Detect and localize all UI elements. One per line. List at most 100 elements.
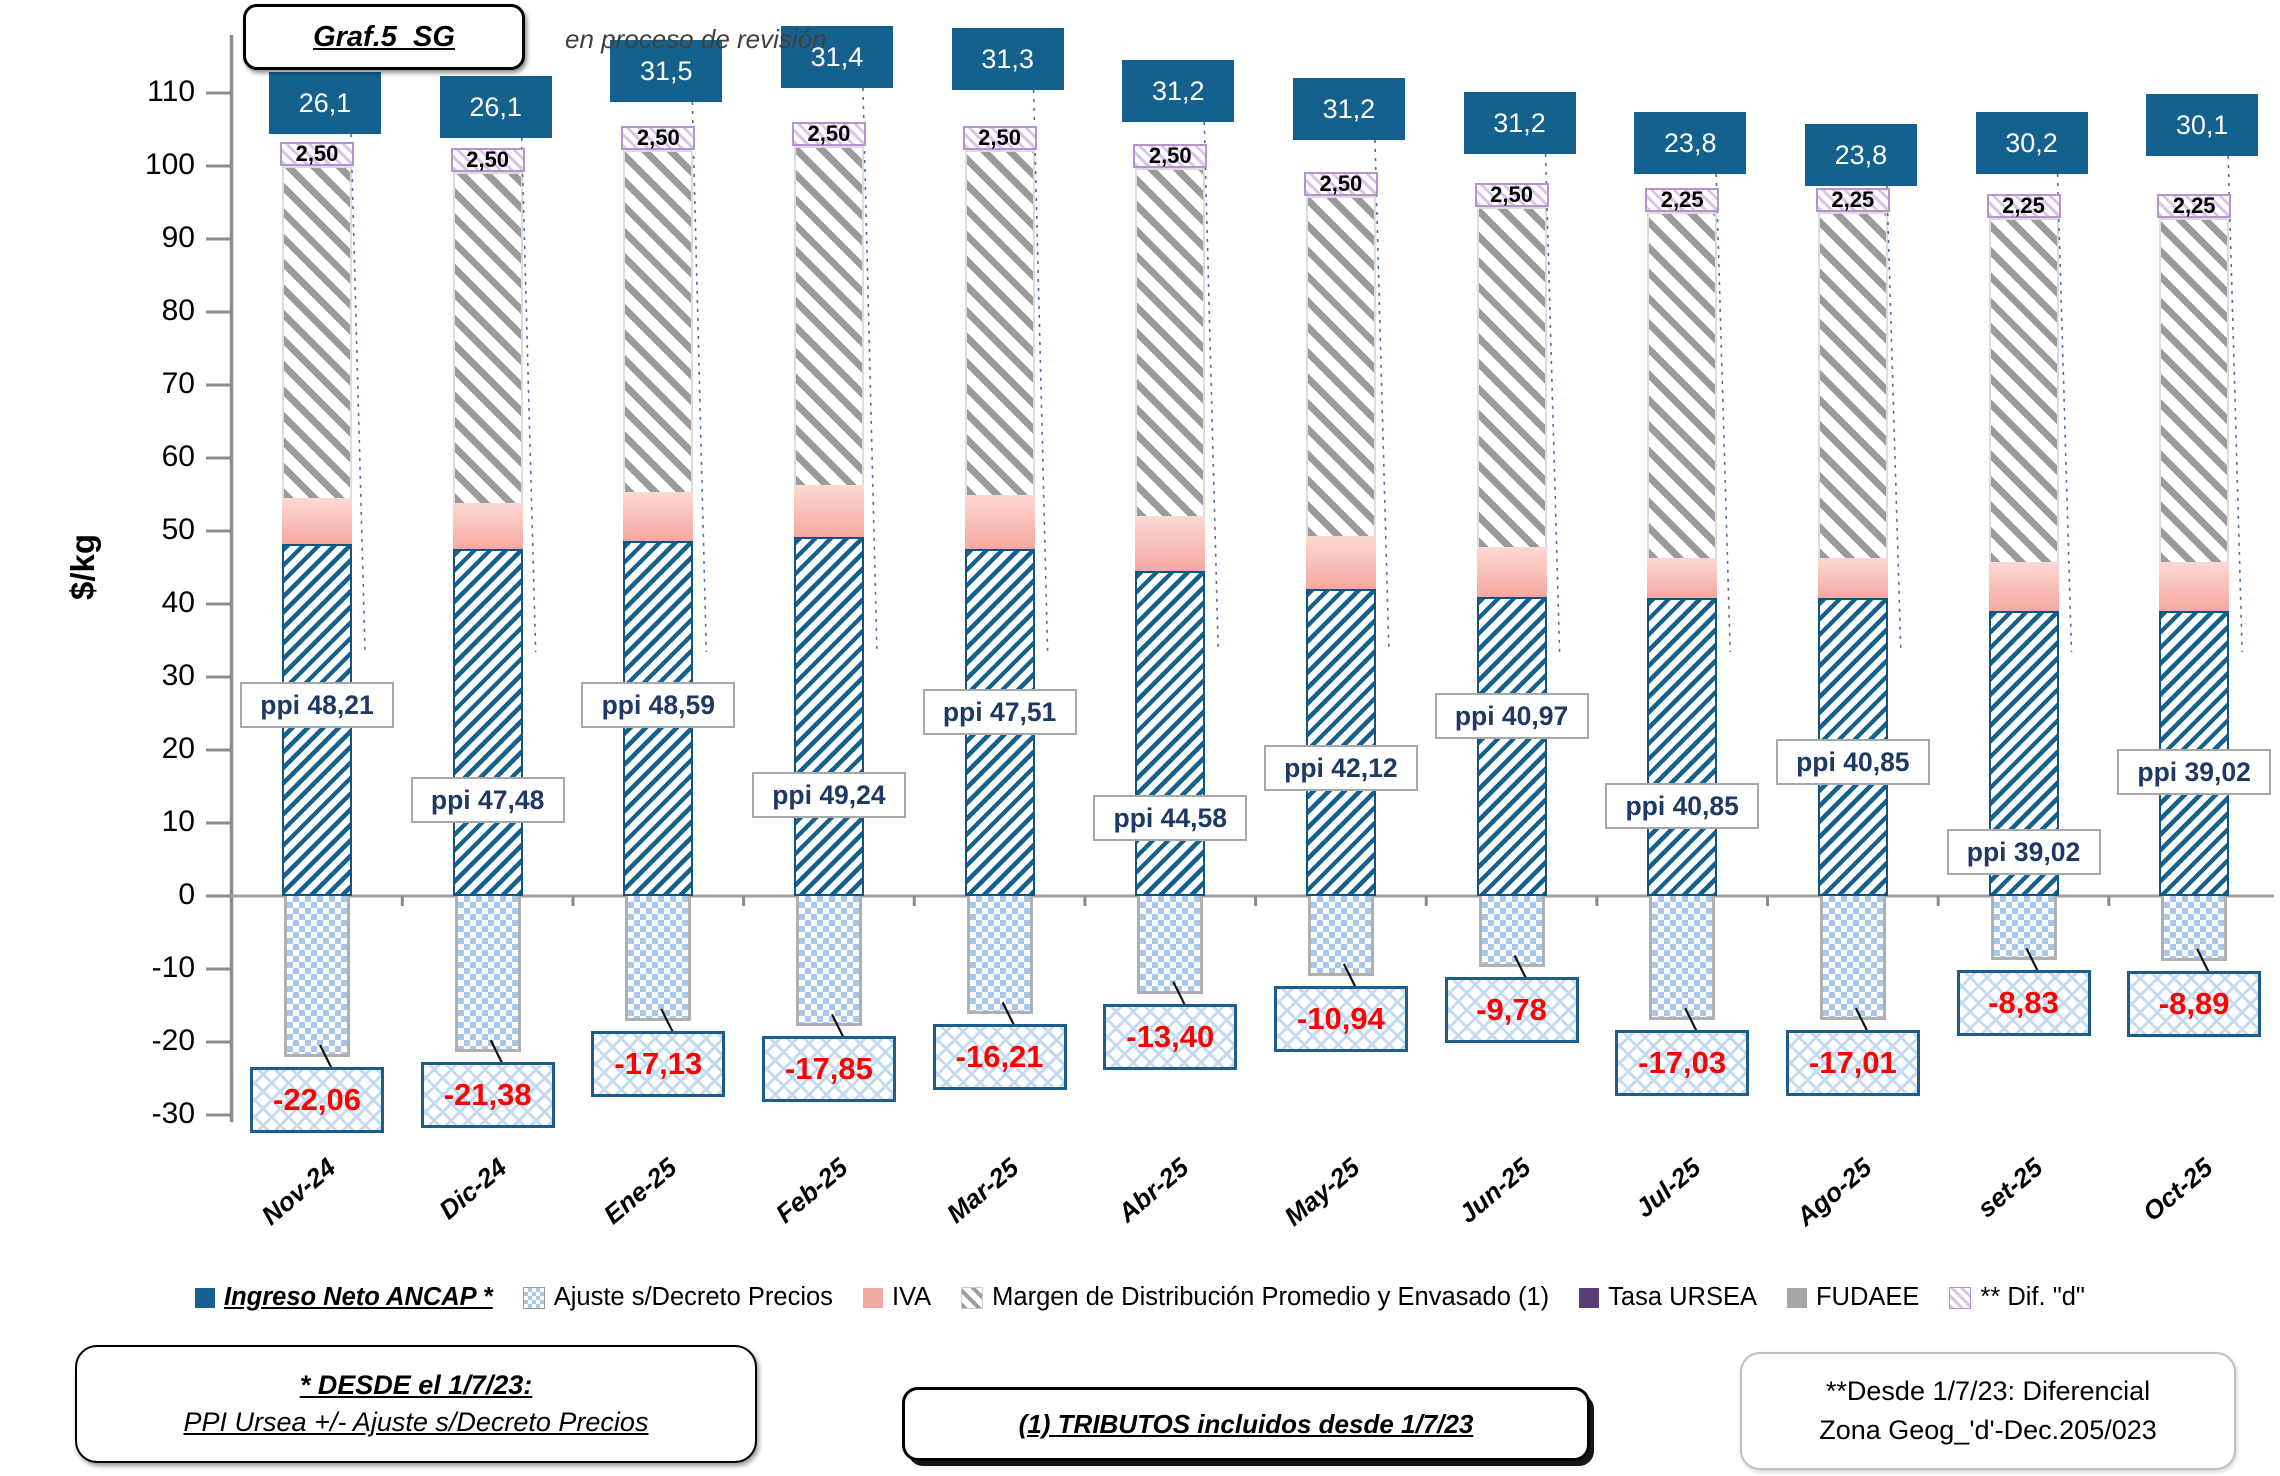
ajuste-value-box: -8,89 (2127, 970, 2262, 1037)
legend-label: Ingreso Neto ANCAP * (224, 1283, 493, 1311)
footnote-diferencial-line1: **Desde 1/7/23: Diferencial (1825, 1376, 2151, 1406)
y-axis-tick-label: 100 (144, 148, 195, 181)
bar-segment-iva (1817, 557, 1888, 598)
bar-segment-ajuste (1137, 896, 1204, 994)
x-axis-category-label: May-25 (1278, 1152, 1366, 1232)
bar-segment-margen (282, 165, 352, 499)
bar-segment-iva (1647, 557, 1718, 598)
ppi-value-box: ppi 48,59 (581, 682, 736, 728)
y-axis-tick-label: 60 (161, 440, 195, 473)
dif-d-value-box: 2,50 (450, 147, 525, 172)
ajuste-value-box: -21,38 (420, 1062, 555, 1129)
legend-swatch-icon (522, 1286, 545, 1309)
legend-swatch-icon (1949, 1286, 1972, 1309)
legend-label: Margen de Distribución Promedio y Envasa… (992, 1283, 1550, 1311)
bar-segment-margen (2159, 217, 2230, 562)
legend-item: Ajuste s/Decreto Precios (522, 1283, 833, 1312)
ppi-value-box: ppi 47,51 (922, 689, 1077, 735)
footnote-desde-line2: PPI Ursea +/- Ajuste s/Decreto Precios (183, 1407, 649, 1437)
ajuste-value-box: -8,83 (1956, 970, 2091, 1037)
legend-item: Tasa URSEA (1579, 1283, 1757, 1312)
bar-segment-margen (623, 150, 694, 493)
ingreso-neto-value-box: 31,4 (780, 26, 893, 88)
legend-item: Ingreso Neto ANCAP * (195, 1283, 493, 1312)
footnote-diferencial-line2: Zona Geog_'d'-Dec.205/023 (1819, 1415, 2157, 1445)
chart-title-box: Graf.5_SG (243, 4, 525, 70)
y-axis-tick-label: -30 (151, 1097, 195, 1130)
legend-item: ** Dif. "d" (1949, 1283, 2085, 1312)
bar-segment-margen (1476, 207, 1547, 547)
ppi-value-box: ppi 44,58 (1093, 795, 1248, 841)
dif-d-value-box: 2,25 (1986, 193, 2061, 218)
legend: Ingreso Neto ANCAP * Ajuste s/Decreto Pre… (0, 1283, 2280, 1312)
ingreso-neto-value-box: 26,1 (269, 72, 381, 134)
bar-segment-ajuste (1478, 896, 1545, 968)
y-axis-tick-label: 20 (161, 732, 195, 765)
bar-segment-iva (1476, 546, 1547, 597)
bar-segment-margen (1305, 195, 1376, 536)
y-axis-tick-label: 40 (161, 586, 195, 619)
dif-d-value-box: 2,50 (1133, 143, 1208, 169)
y-axis-tick-label: -10 (151, 951, 195, 984)
ppi-value-box: ppi 42,12 (1263, 745, 1418, 791)
ingreso-neto-value-box: 31,2 (1463, 92, 1576, 154)
bar-segment-iva (1305, 535, 1376, 589)
y-axis-tick-label: -20 (151, 1024, 195, 1057)
ppi-value-box: ppi 40,97 (1434, 693, 1589, 739)
ppi-value-box: ppi 48,21 (240, 682, 394, 728)
y-axis-tick-label: 70 (161, 367, 195, 400)
legend-item: IVA (862, 1283, 931, 1312)
y-axis-tick-label: 90 (161, 221, 195, 254)
bar-segment-ingreso-neto (1647, 597, 1718, 896)
bar-segment-iva (452, 503, 523, 550)
bar-segment-ingreso-neto (1476, 596, 1547, 896)
dif-d-value-box: 2,50 (962, 125, 1037, 150)
legend-swatch-icon (961, 1286, 984, 1309)
dif-d-value-box: 2,50 (621, 125, 696, 150)
dif-d-value-box: 2,25 (1815, 187, 1890, 213)
footnote-tributos-text: (1) TRIBUTOS incluidos desde 1/7/23 (1018, 1408, 1474, 1439)
bar-segment-iva (2159, 561, 2230, 612)
x-axis-category-label: set-25 (1970, 1152, 2048, 1224)
bar-segment-ajuste (795, 896, 862, 1027)
x-axis-category-label: Ago-25 (1790, 1152, 1878, 1232)
dif-d-value-box: 2,25 (1645, 187, 1720, 213)
bar-segment-ajuste (2161, 896, 2228, 961)
bar-segment-ingreso-neto (1305, 588, 1376, 896)
x-axis-category-label: Abr-25 (1112, 1152, 1195, 1228)
ajuste-value-box: -9,78 (1444, 977, 1579, 1044)
ingreso-neto-value-box: 30,2 (1975, 112, 2088, 174)
bar-segment-ajuste (1649, 896, 1716, 1021)
chart-title: Graf.5_SG (313, 20, 455, 53)
legend-item: Margen de Distribución Promedio y Envasa… (961, 1283, 1549, 1312)
y-axis-tick-label: 30 (161, 659, 195, 692)
y-axis-tick-label: 110 (147, 75, 195, 108)
bar-segment-ajuste (625, 896, 692, 1022)
bar-segment-ingreso-neto (1135, 570, 1206, 896)
ppi-value-box: ppi 39,02 (1946, 829, 2101, 875)
legend-swatch-icon (1579, 1287, 1600, 1308)
ppi-value-box: ppi 49,24 (751, 772, 906, 818)
footnote-desde-line1: * DESDE el 1/7/23: (299, 1370, 533, 1400)
ajuste-value-box: -17,85 (761, 1036, 896, 1103)
ingreso-neto-value-box: 31,3 (951, 28, 1064, 90)
y-axis-tick-label: 80 (161, 294, 195, 327)
ajuste-value-box: -17,13 (591, 1031, 726, 1098)
bar-segment-ajuste (966, 896, 1033, 1015)
footnote-diferencial: **Desde 1/7/23: Diferencial Zona Geog_'d… (1740, 1352, 2236, 1470)
ppi-value-box: ppi 47,48 (410, 777, 565, 823)
dif-d-value-box: 2,50 (1474, 182, 1549, 208)
bar-segment-ajuste (1307, 896, 1374, 976)
ingreso-neto-value-box: 26,1 (439, 76, 552, 138)
ingreso-neto-value-box: 31,5 (610, 40, 723, 102)
x-axis-category-label: Feb-25 (769, 1152, 854, 1229)
y-axis-tick-label: 50 (161, 513, 195, 546)
ingreso-neto-value-box: 31,2 (1122, 60, 1235, 122)
x-axis-category-label: Jun-25 (1452, 1152, 1536, 1229)
revision-note: en proceso de revisión (565, 24, 827, 54)
ajuste-value-box: -16,21 (932, 1024, 1067, 1091)
x-axis-category-label: Ene-25 (597, 1152, 683, 1230)
x-axis-category-label: Dic-24 (432, 1152, 512, 1226)
x-axis-category-label: Jul-25 (1629, 1152, 1707, 1224)
